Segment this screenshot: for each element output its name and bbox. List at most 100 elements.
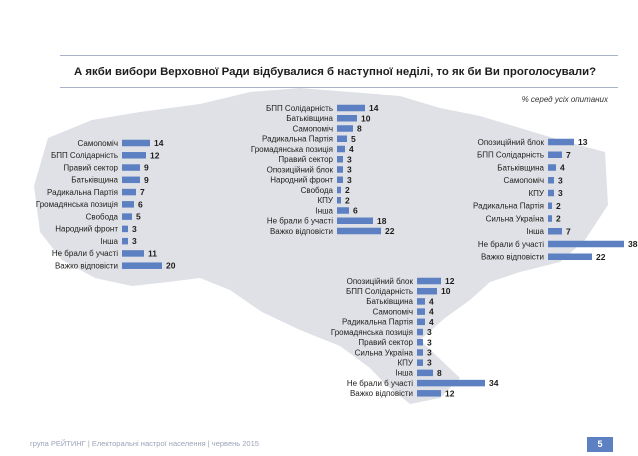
- bar: [122, 213, 132, 220]
- bar: [337, 207, 349, 214]
- category-label: Інша: [315, 206, 333, 215]
- header-rule-top: [60, 55, 618, 56]
- bar: [417, 277, 441, 285]
- category-label: Свобода: [86, 212, 119, 221]
- data-label: 22: [596, 252, 606, 262]
- category-label: Не брали б участі: [267, 217, 333, 226]
- data-label: 22: [385, 226, 395, 236]
- category-label: Сильна Україна: [486, 214, 545, 223]
- data-label: 3: [132, 236, 137, 246]
- data-label: 10: [361, 113, 371, 123]
- data-label: 3: [427, 347, 432, 357]
- data-label: 4: [429, 317, 434, 327]
- bar: [417, 379, 485, 387]
- map-shape: [34, 88, 608, 404]
- region-chart-2: БПП Солідарність 14 Батьківщина 10 Самопоміч…: [251, 103, 395, 236]
- data-label: 12: [150, 150, 160, 160]
- bar: [337, 125, 353, 132]
- category-label: Батьківщина: [497, 163, 544, 172]
- data-label: 2: [556, 214, 561, 224]
- bar: [417, 390, 441, 397]
- bar: [548, 202, 552, 209]
- category-label: Громадянська позиція: [251, 145, 333, 154]
- bar: [122, 188, 136, 196]
- bar: [417, 359, 423, 366]
- data-label: 34: [489, 378, 499, 388]
- page-number: 5: [587, 437, 613, 452]
- bar: [417, 318, 425, 326]
- category-label: Батьківщина: [286, 114, 333, 123]
- data-label: 3: [132, 224, 137, 234]
- bar: [337, 176, 343, 183]
- category-label: Важко відповісти: [350, 389, 413, 398]
- data-label: 4: [429, 296, 434, 306]
- bar: [337, 197, 341, 204]
- category-label: Не брали б участі: [478, 240, 544, 249]
- bar: [337, 115, 357, 122]
- data-label: 4: [429, 307, 434, 317]
- data-label: 9: [144, 163, 149, 173]
- category-label: Самопоміч: [78, 139, 119, 148]
- bar: [548, 253, 592, 260]
- category-label: Опозиційний блок: [478, 138, 545, 147]
- category-label: Народний фронт: [55, 225, 118, 234]
- category-label: Опозиційний блок: [347, 277, 414, 286]
- bar: [337, 186, 341, 194]
- category-label: КПУ: [318, 196, 334, 205]
- data-label: 3: [427, 358, 432, 368]
- bar: [548, 164, 556, 171]
- data-label: 14: [369, 103, 379, 113]
- bar: [417, 339, 423, 346]
- data-label: 3: [558, 175, 563, 185]
- data-label: 12: [445, 388, 455, 398]
- category-label: Опозиційний блок: [267, 165, 334, 174]
- data-label: 3: [558, 188, 563, 198]
- category-label: Сильна Україна: [355, 348, 414, 357]
- data-label: 10: [441, 286, 451, 296]
- category-label: Народний фронт: [270, 176, 333, 185]
- category-label: Інша: [526, 227, 544, 236]
- category-label: БПП Солідарність: [477, 151, 544, 160]
- category-label: Важко відповісти: [270, 227, 333, 236]
- category-label: Інша: [100, 237, 118, 246]
- bar: [548, 189, 554, 197]
- bar: [417, 328, 423, 336]
- region-chart-4: Опозиційний блок 12 БПП Солідарність 10 Бать…: [331, 276, 499, 398]
- header-rule-bottom: [60, 87, 618, 88]
- data-label: 6: [138, 199, 143, 209]
- category-label: Радикальна Партія: [473, 202, 544, 211]
- bar: [122, 250, 144, 257]
- category-label: Батьківщина: [366, 297, 413, 306]
- category-label: Самопоміч: [373, 307, 414, 316]
- category-label: Важко відповісти: [481, 253, 544, 262]
- bar: [548, 240, 624, 248]
- data-label: 14: [154, 138, 164, 148]
- category-label: Правий сектор: [358, 338, 413, 347]
- footer-text: група РЕЙТИНГ | Електоральні настрої нас…: [30, 439, 259, 448]
- bar: [122, 152, 146, 159]
- data-label: 3: [427, 327, 432, 337]
- bar: [337, 166, 343, 173]
- bar: [417, 369, 433, 377]
- data-label: 3: [347, 165, 352, 175]
- bar: [548, 215, 552, 222]
- bar: [417, 308, 425, 315]
- bar: [122, 262, 162, 269]
- category-label: Самопоміч: [293, 124, 334, 133]
- bar: [337, 135, 347, 142]
- bar: [548, 177, 554, 184]
- category-label: Радикальна Партія: [47, 188, 118, 197]
- bar: [337, 156, 343, 163]
- bar: [548, 151, 562, 158]
- data-label: 2: [556, 201, 561, 211]
- bar: [548, 138, 574, 146]
- data-label: 2: [345, 185, 350, 195]
- bar: [548, 228, 562, 235]
- category-label: КПУ: [529, 189, 545, 198]
- region-chart-3: Опозиційний блок 13 БПП Солідарність 7 Батьк…: [473, 137, 638, 262]
- chart-subtitle: % серед усіх опитаних: [521, 95, 608, 104]
- slide-title: А якби вибори Верховної Ради відбувалися…: [74, 66, 597, 78]
- category-label: Радикальна Партія: [262, 135, 333, 144]
